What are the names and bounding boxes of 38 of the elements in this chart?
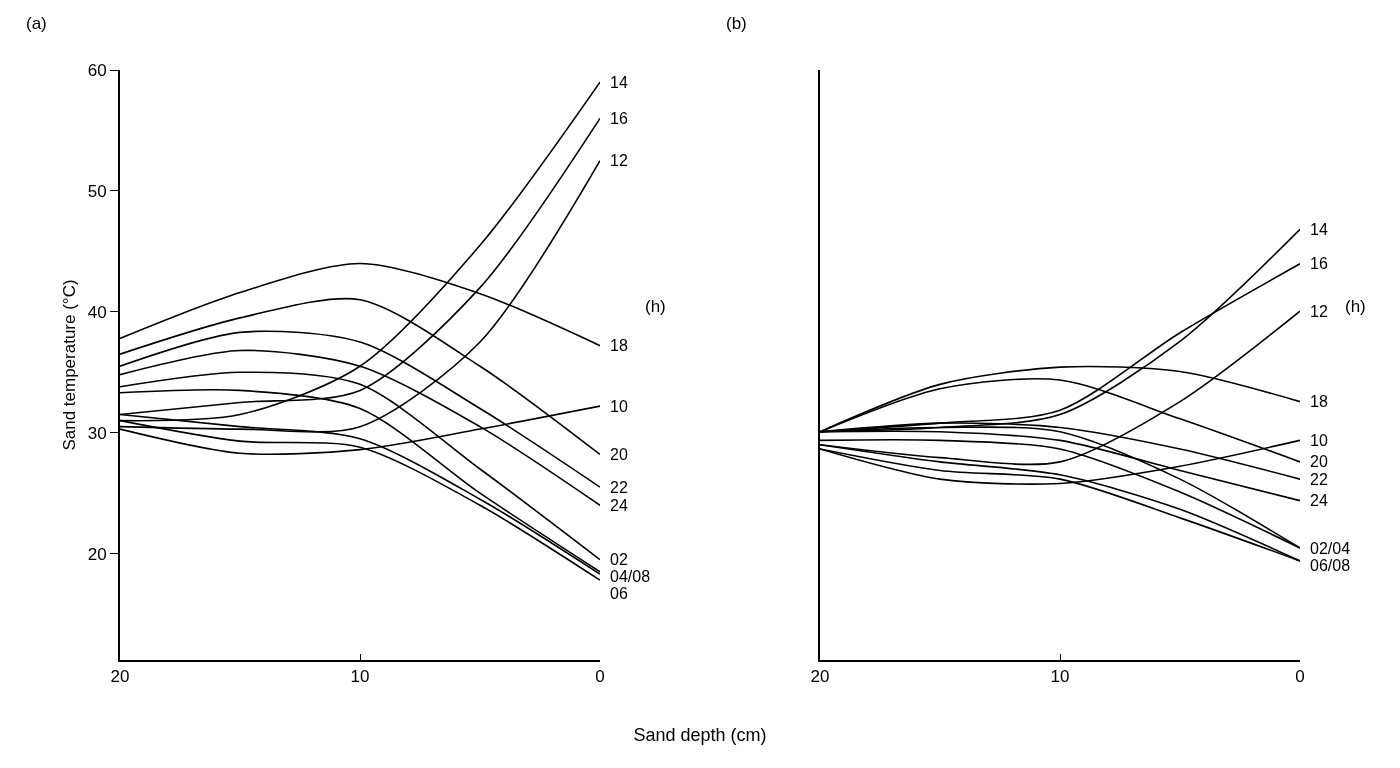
series-label: 16 [1310, 255, 1328, 272]
series-label: 22 [1310, 471, 1328, 488]
series-label: 24 [1310, 492, 1328, 509]
y-tick-label: 20 [87, 544, 107, 564]
x-tick-label: 20 [810, 667, 830, 687]
series-label: 20 [610, 446, 628, 463]
series-label: 16 [610, 110, 628, 127]
series-label: 02 [610, 551, 628, 568]
chart-title: (b) [726, 14, 747, 33]
x-tick-label: 10 [350, 667, 370, 687]
x-tick-label: 20 [110, 667, 130, 687]
y-tick-label: 50 [87, 181, 107, 201]
series-label: 06/08 [1310, 557, 1351, 574]
series-label: 02/04 [1310, 540, 1351, 557]
y-tick-label: 30 [87, 423, 107, 443]
y-axis-title: Sand temperature (°C) [60, 279, 79, 451]
series-label: 22 [610, 479, 628, 496]
series-label: 12 [1310, 303, 1328, 320]
x-tick-label: 0 [595, 667, 605, 687]
series-label: 14 [610, 74, 628, 91]
series-label: 06 [610, 585, 628, 602]
text: (h) [645, 297, 666, 316]
series-label: 10 [610, 398, 628, 415]
series-label: 14 [1310, 221, 1328, 238]
series-label: 04/08 [610, 568, 651, 585]
series-label: 12 [610, 152, 628, 169]
series-label: 18 [610, 337, 628, 354]
text: (h) [1345, 297, 1366, 316]
x-axis-title: Sand depth (cm) [632, 724, 768, 747]
chart-title: (a) [26, 14, 47, 33]
x-tick-label: 10 [1050, 667, 1070, 687]
series-label: 20 [1310, 453, 1328, 470]
y-tick-label: 60 [87, 60, 107, 80]
series-label: 10 [1310, 432, 1328, 449]
y-tick-label: 40 [87, 302, 107, 322]
series-label: 18 [1310, 393, 1328, 410]
series-label: 24 [610, 497, 628, 514]
x-tick-label: 0 [1295, 667, 1305, 687]
